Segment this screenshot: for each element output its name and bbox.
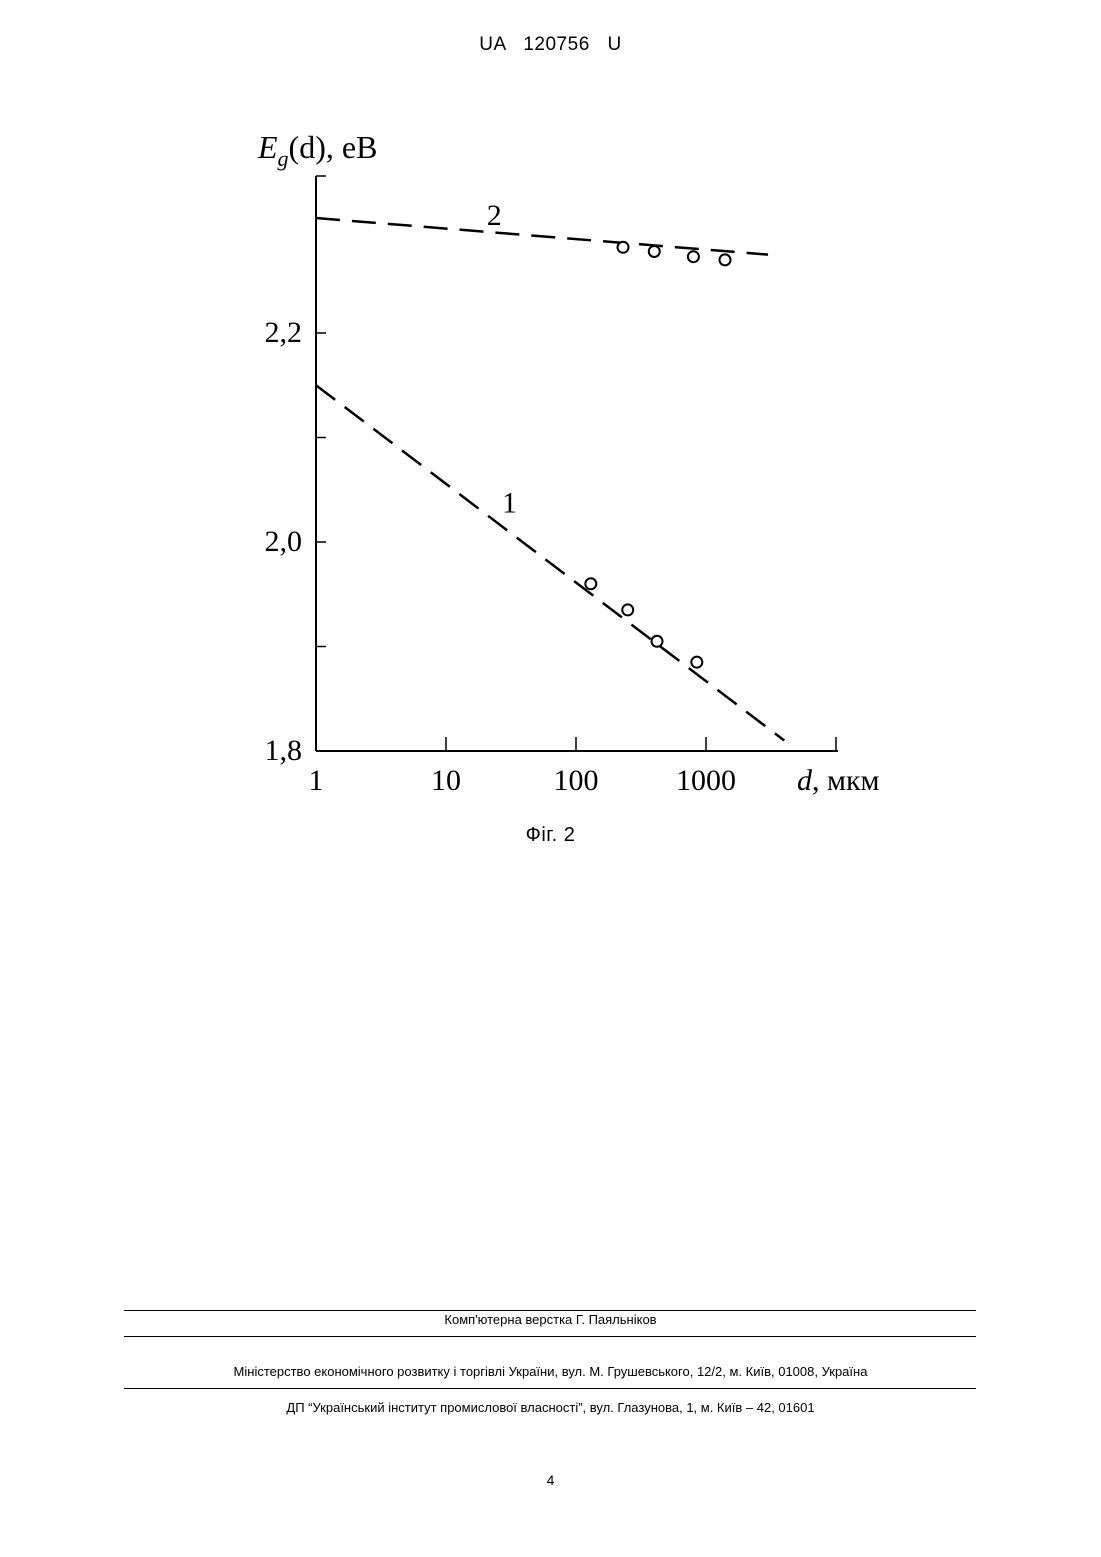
y-tick-label: 2,0 — [265, 525, 303, 558]
x-axis-label: d, мкм — [797, 764, 880, 797]
series-1-label: 1 — [502, 486, 517, 519]
x-tick-label: 1 — [309, 764, 324, 797]
page-number: 4 — [0, 1472, 1101, 1488]
series-1-point — [652, 636, 663, 647]
figure-caption: Фіг. 2 — [0, 824, 1101, 847]
series-2 — [316, 218, 768, 265]
y-axis-label: Eg(d), eB — [257, 129, 377, 171]
footer-ministry: Міністерство економічного розвитку і тор… — [0, 1364, 1101, 1379]
chart-labels: 1,8 2,0 2,2 1 10 100 1000 Eg(d), eB d, мкм 1 2 — [257, 129, 880, 797]
chart-series — [316, 218, 784, 741]
series-1-point — [622, 604, 633, 615]
footer-divider-bottom — [124, 1388, 976, 1389]
x-tick-label: 1000 — [676, 764, 736, 797]
footer-divider-middle — [124, 1336, 976, 1337]
series-2-point — [719, 254, 730, 265]
x-tick-label: 100 — [554, 764, 599, 797]
series-2-point — [649, 246, 660, 257]
series-1-point — [585, 578, 596, 589]
series-2-point — [618, 242, 629, 253]
series-2-point — [688, 251, 699, 262]
chart-axes — [316, 176, 838, 751]
y-tick-label: 1,8 — [265, 734, 303, 767]
footer-typesetting: Комп'ютерна верстка Г. Паяльніков — [0, 1312, 1101, 1327]
series-2-label: 2 — [487, 199, 502, 232]
series-1 — [316, 385, 784, 740]
y-tick-label: 2,2 — [265, 316, 303, 349]
footer-institute: ДП “Український інститут промислової вла… — [0, 1400, 1101, 1415]
series-1-point — [691, 657, 702, 668]
series-2-line — [316, 218, 768, 255]
footer-divider-top — [124, 1310, 976, 1311]
x-tick-label: 10 — [431, 764, 461, 797]
series-1-line — [316, 385, 784, 740]
